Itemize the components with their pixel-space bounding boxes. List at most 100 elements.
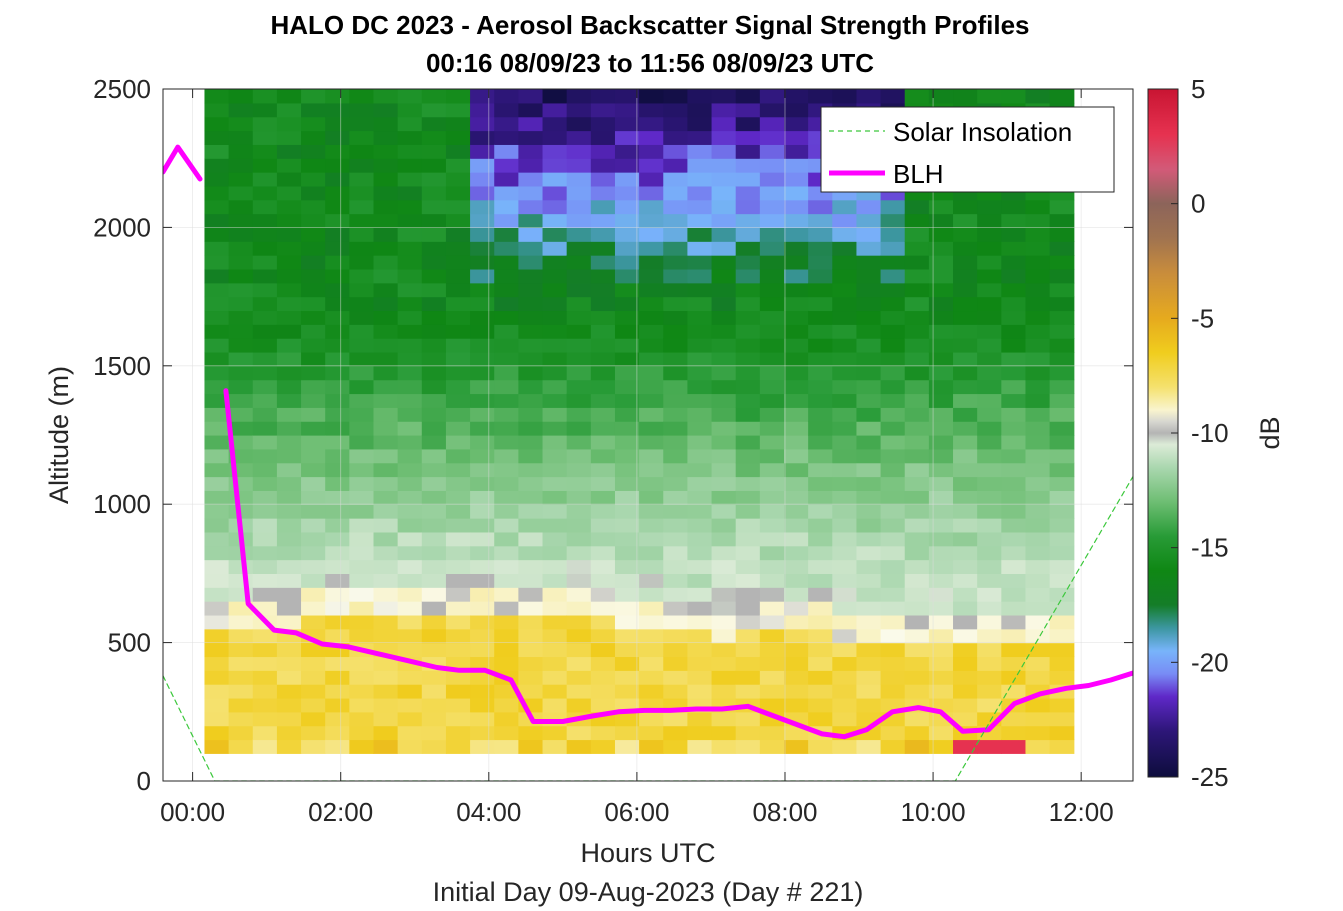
heatmap-cell	[1049, 89, 1075, 104]
heatmap-cell	[832, 89, 858, 104]
heatmap-cell	[566, 628, 592, 644]
heatmap-cell	[542, 282, 568, 298]
heatmap-cell	[252, 476, 278, 491]
heatmap-cell	[494, 490, 519, 505]
heatmap-cell	[832, 282, 858, 298]
heatmap-cell	[784, 435, 809, 450]
heatmap-cell	[228, 227, 254, 242]
heatmap-cell	[953, 199, 978, 215]
heatmap-cell	[1049, 421, 1075, 436]
heatmap-cell	[735, 158, 761, 173]
heatmap-cell	[228, 684, 254, 699]
heatmap-cell	[639, 351, 664, 367]
heatmap-cell	[663, 213, 689, 228]
heatmap-cell	[784, 144, 809, 159]
heatmap-cell	[349, 116, 375, 132]
heatmap-cell	[735, 684, 761, 699]
heatmap-cell	[518, 379, 544, 395]
heatmap-cell	[252, 642, 278, 658]
heatmap-cell	[663, 158, 689, 173]
heatmap-cell	[252, 739, 278, 754]
heatmap-cell	[904, 725, 930, 741]
heatmap-cell	[445, 559, 471, 574]
heatmap-cell	[542, 697, 568, 713]
heatmap-cell	[566, 255, 592, 270]
heatmap-cell	[977, 310, 1002, 325]
heatmap-cell	[397, 255, 423, 270]
heatmap-cell	[784, 158, 809, 173]
heatmap-cell	[325, 476, 350, 491]
heatmap-cell	[518, 172, 544, 187]
heatmap-cell	[832, 227, 858, 242]
heatmap-cell	[639, 116, 664, 132]
heatmap-cell	[1001, 227, 1027, 242]
heatmap-cell	[808, 490, 833, 505]
heatmap-cell	[856, 670, 882, 685]
heatmap-cell	[614, 393, 640, 408]
heatmap-cell	[953, 573, 978, 588]
heatmap-cell	[639, 89, 664, 104]
heatmap-cell	[494, 587, 519, 602]
heatmap-cell	[663, 282, 689, 298]
heatmap-cell	[904, 310, 930, 325]
heatmap-cell	[470, 199, 495, 215]
heatmap-cell	[301, 241, 326, 256]
heatmap-cell	[301, 739, 326, 754]
heatmap-cell	[832, 656, 858, 671]
heatmap-cell	[470, 462, 495, 478]
heatmap-cell	[1049, 711, 1075, 727]
heatmap-cell	[276, 393, 302, 408]
heatmap-cell	[373, 684, 399, 699]
heatmap-cell	[494, 310, 519, 325]
heatmap-cell	[204, 601, 230, 616]
heatmap-cell	[373, 158, 399, 173]
heatmap-cell	[880, 227, 906, 242]
heatmap-cell	[832, 697, 858, 713]
heatmap-cell	[349, 490, 375, 505]
heatmap-cell	[349, 351, 375, 367]
heatmap-cell	[977, 587, 1002, 602]
heatmap-cell	[590, 255, 616, 270]
heatmap-cell	[784, 739, 809, 754]
heatmap-cell	[276, 241, 302, 256]
heatmap-cell	[349, 255, 375, 270]
heatmap-cell	[349, 407, 375, 422]
heatmap-cell	[1001, 324, 1027, 339]
heatmap-cell	[590, 407, 616, 422]
heatmap-cell	[1025, 642, 1051, 658]
heatmap-cell	[470, 130, 495, 145]
heatmap-cell	[856, 89, 882, 104]
heatmap-cell	[590, 697, 616, 713]
heatmap-cell	[639, 407, 664, 422]
heatmap-cell	[397, 711, 423, 727]
heatmap-cell	[566, 393, 592, 408]
heatmap-cell	[808, 656, 833, 671]
heatmap-cell	[325, 144, 350, 159]
heatmap-cell	[301, 614, 326, 630]
heatmap-cell	[590, 642, 616, 658]
heatmap-cell	[1025, 241, 1051, 256]
heatmap-cell	[325, 573, 350, 588]
heatmap-cell	[276, 351, 302, 367]
heatmap-cell	[276, 379, 302, 395]
heatmap-cell	[832, 476, 858, 491]
heatmap-cell	[832, 559, 858, 574]
heatmap-cell	[373, 351, 399, 367]
heatmap-cell	[373, 324, 399, 339]
heatmap-cell	[1025, 518, 1051, 533]
x-tick-label: 08:00	[752, 797, 817, 827]
heatmap-cell	[856, 504, 882, 519]
heatmap-cell	[1025, 614, 1051, 630]
heatmap-cell	[204, 130, 230, 145]
heatmap-cell	[759, 116, 785, 132]
heatmap-cell	[1025, 587, 1051, 602]
heatmap-cell	[687, 365, 713, 381]
y-tick-label: 2500	[93, 74, 151, 104]
heatmap-cell	[614, 531, 640, 547]
heatmap-cell	[759, 213, 785, 228]
heatmap-cell	[928, 601, 954, 616]
heatmap-cell	[1025, 628, 1051, 644]
heatmap-cell	[252, 185, 278, 201]
heatmap-cell	[1001, 573, 1027, 588]
heatmap-cell	[904, 379, 930, 395]
